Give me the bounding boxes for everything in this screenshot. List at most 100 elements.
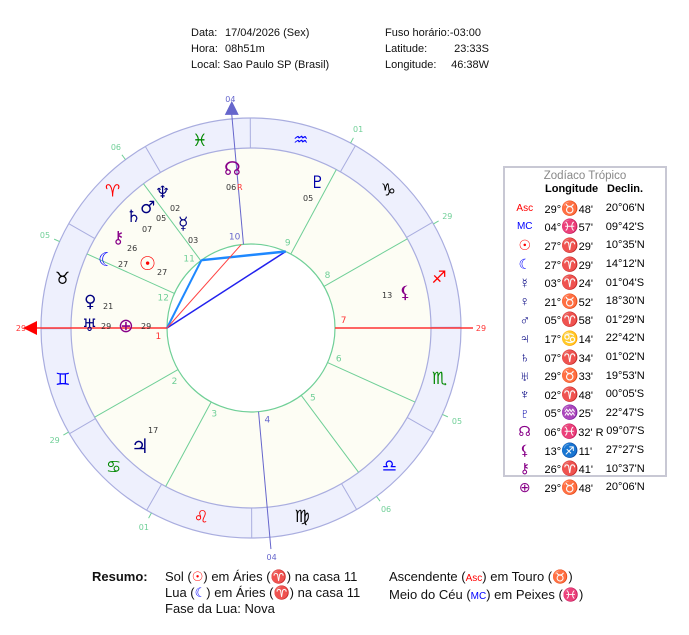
cusp-degree-label: 04 [267,553,277,562]
longitude-cell: 29°♉48' [545,200,603,217]
venus-glyph: ♀ [84,292,96,312]
moon-glyph: ☾ [98,249,115,271]
aries-icon: ♈ [273,585,290,600]
house-number: 8 [325,271,331,281]
declination-cell: 27°27'S [605,444,645,457]
sign-icon: ♉ [561,292,579,309]
sign-icon: ♈ [561,348,579,365]
cusp-degree-label: 05 [40,231,50,240]
aries-icon: ♈︎ [105,182,120,202]
table-row: ♆ 02°♈48' 00°05'S [505,385,665,404]
node-icon: ☊ [518,422,531,439]
saturn-icon: ♄ [519,349,531,366]
date-label: Data: [191,27,218,39]
taurus-icon: ♉ [552,569,569,584]
time-value: 08h51m [225,43,265,55]
pisces-icon: ♓︎ [192,131,207,151]
degree: 04° [544,222,562,235]
venus-degree: 21 [103,302,113,311]
longitude-cell: 29°♉33' [545,367,603,384]
aspect-line [166,250,287,329]
sign-icon: ♉ [561,478,579,495]
house-number: 6 [336,355,342,365]
house-number: 4 [265,416,271,426]
sun-icon: ☉ [518,236,532,253]
house-cusp-12 [86,253,175,294]
house-number: 7 [341,316,347,326]
house-number: 11 [183,255,194,265]
table-row: MC 04°♓57' 09°42'S [505,218,665,237]
sign-icon: ♈ [561,274,579,291]
ascendant-marker [23,321,37,335]
table-row: ☊ 06°♓32' R 09°07'S [505,422,665,441]
aspect-line [166,244,242,329]
cusp-degree-label: 29 [16,324,26,333]
table-row: ⊕ 29°♉48' 20°06'N [505,478,665,497]
minutes: 24' [578,278,593,291]
minutes: 29' [578,259,593,272]
sign-icon: ♉ [561,367,579,384]
longitude-cell: 27°♈29' [545,256,603,273]
house-cusp-8 [323,238,408,287]
time-label: Hora: [191,43,218,55]
house-number: 5 [310,393,316,403]
minutes: 52' [578,296,593,309]
pluto-glyph: ♇ [310,173,325,193]
summary-ascendant: Ascendente (Asc) em Touro (♉) [389,569,583,587]
moon-icon: ☾ [518,255,532,272]
cusp-degree-label: 01 [353,125,363,134]
cusp-tick [376,496,381,502]
saturn-glyph: ♄ [126,207,141,227]
table-row: ♅ 29°♉33' 19°53'N [505,366,665,385]
gemini-icon: ♊︎ [55,370,70,390]
timezone-label: Fuso horário: [385,27,450,39]
degree: 21° [544,296,562,309]
place-label: Local: [191,59,221,71]
longitude-value: 46:38W [451,59,489,71]
inner-circle [166,243,336,413]
sign-divider [69,418,96,435]
venus-icon: ♀ [519,293,531,310]
uranus-degree: 29 [101,322,111,331]
uranus-glyph: ♅ [82,316,97,336]
saturn-degree: 07 [142,225,152,234]
cusp-degree-label: 06 [111,143,121,152]
minutes: 41' [578,464,593,477]
mars-glyph: ♂ [140,198,155,218]
house-number: 1 [155,332,161,342]
cancer-icon: ♋︎ [106,457,121,477]
fortune-glyph: ⊕ [118,315,134,337]
degree: 26° [544,464,562,477]
mc-icon: MC [516,221,533,233]
sign-icon: ♈ [561,460,579,477]
sign-icon: ♓ [560,422,579,439]
longitude-cell: 05°♈58' [545,311,603,328]
longitude-cell: 07°♈34' [545,349,603,366]
cusp-degree-label: 04 [225,95,235,104]
house-cusp-3 [165,401,212,487]
sign-divider [144,146,161,173]
mars-degree: 05 [156,214,166,223]
text: Lua ( [165,585,195,600]
summary-moon: Lua (☾) em Áries (♈) na casa 11 [165,585,360,601]
longitude-cell: 06°♓32' R [544,423,603,440]
text: ) na casa 11 [286,569,358,584]
node-glyph: ☊ [224,158,241,180]
scorpio-icon: ♏︎ [432,369,447,389]
jupiter-glyph: ♃ [131,434,149,458]
text: ) na casa 11 [289,585,361,600]
table-row: ♂ 05°♈58' 01°29'N [505,311,665,330]
degree: 06° [544,426,561,439]
house-number: 2 [172,377,178,387]
summary-moon-phase: Fase da Lua: Nova [165,601,275,616]
house-cusp-11 [143,183,202,261]
longitude-cell: 03°♈24' [545,274,603,291]
chiron-icon: ⚷ [519,460,530,477]
sign-icon: ♈ [561,311,579,328]
mc-icon: MC [470,591,487,602]
lilith-degree: 13 [382,291,392,300]
declination-cell: 22°42'N [605,332,645,345]
neptune-degree: 02 [170,204,180,213]
house-number: 9 [285,239,291,249]
mercury-icon: ☿ [519,274,531,291]
